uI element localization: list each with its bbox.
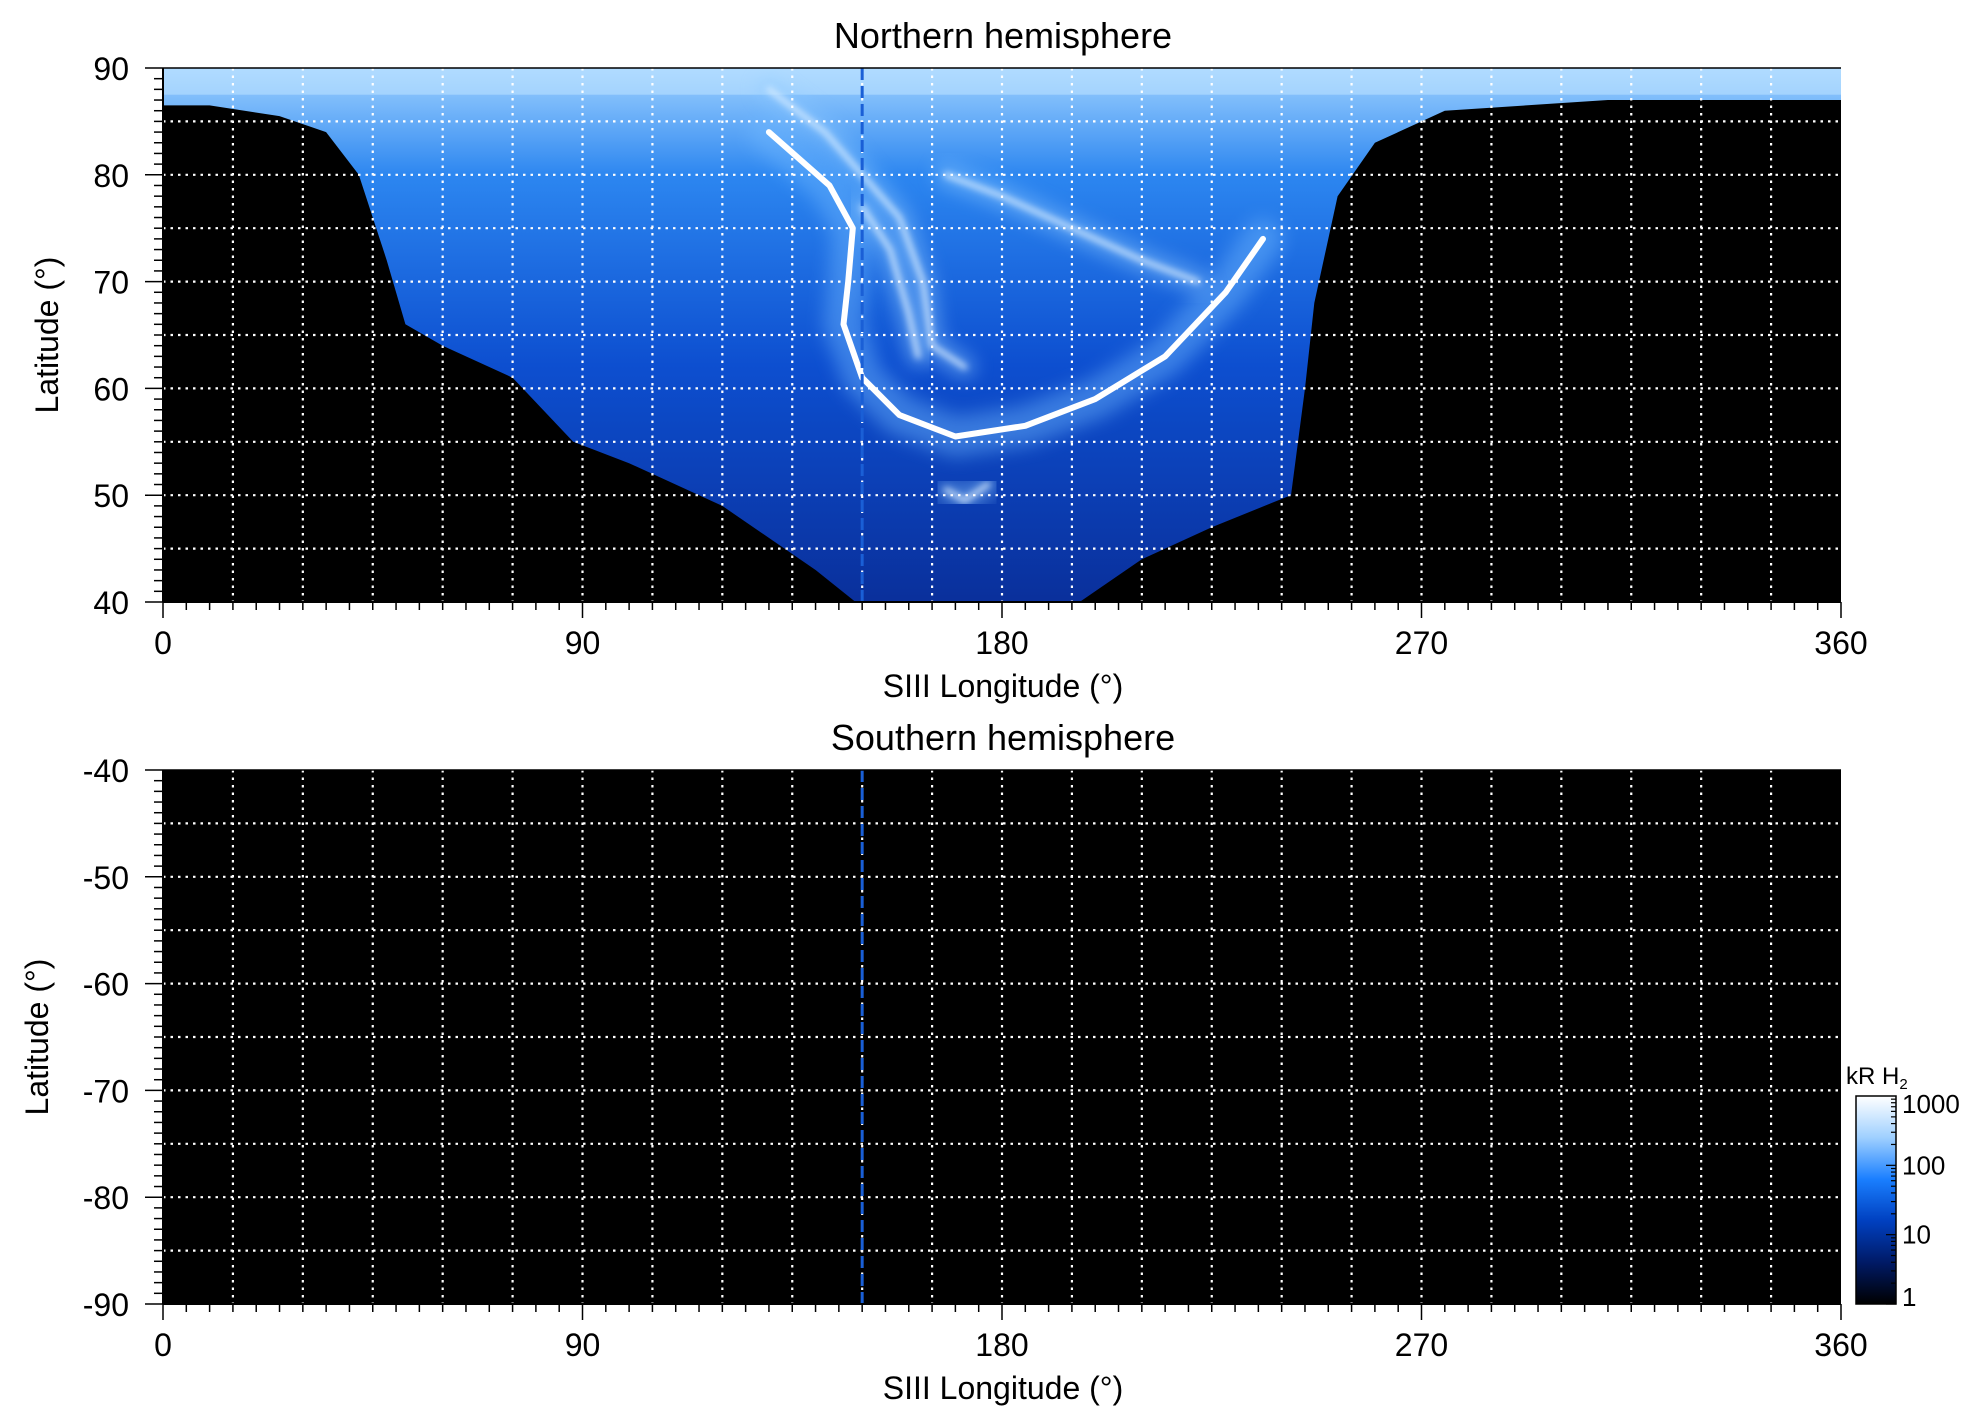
y-tick-label: 40 [93,585,129,621]
northern-panel: Northern hemisphere 40 50 60 70 80 90 0 90 180 27… [29,15,1868,704]
y-tick-label: -90 [83,1287,129,1323]
southern-x-axis-label: SIII Longitude (°) [883,1370,1123,1406]
northern-axes: 40 50 60 70 80 90 0 90 180 270 360 [93,51,1867,661]
x-tick-label: 180 [975,1327,1028,1363]
colorbar-tick-label: 100 [1902,1150,1945,1180]
x-tick-label: 270 [1395,625,1448,661]
x-tick-label: 0 [154,1327,172,1363]
southern-grid [163,770,1841,1304]
northern-grid [163,68,1841,602]
bright-arc [943,482,991,504]
northern-y-axis-label: Latitude (°) [29,257,65,414]
x-tick-label: 90 [565,625,601,661]
x-tick-label: 270 [1395,1327,1448,1363]
northern-x-axis-label: SIII Longitude (°) [883,668,1123,704]
polar-cap-band [163,68,1841,95]
colorbar-tick-label: 10 [1902,1220,1931,1250]
x-tick-label: 90 [565,1327,601,1363]
x-tick-label: 0 [154,625,172,661]
colorbar-unit-subscript: 2 [1899,1076,1907,1093]
x-tick-label: 360 [1814,1327,1867,1363]
observed-emission-region [163,68,1841,602]
southern-y-axis-label: Latitude (°) [19,959,55,1116]
y-tick-label: 60 [93,371,129,407]
southern-panel-title: Southern hemisphere [831,717,1175,758]
y-tick-label: -60 [83,967,129,1003]
colorbar-ticks: 1 10 100 1000 [1886,1089,1960,1312]
y-tick-label: -80 [83,1180,129,1216]
southern-panel: Southern hemisphere -90 -80 -70 -60 -50 -40 0 9… [19,717,1868,1406]
southern-axes: -90 -80 -70 -60 -50 -40 0 90 180 270 360 [83,753,1868,1363]
y-tick-label: -50 [83,860,129,896]
northern-panel-title: Northern hemisphere [834,15,1172,56]
x-tick-label: 360 [1814,625,1867,661]
x-tick-label: 180 [975,625,1028,661]
colorbar-unit-text: kR H [1846,1063,1899,1090]
y-tick-label: 70 [93,265,129,301]
colorbar-gradient [1855,1095,1897,1305]
main-auroral-oval [765,129,1266,440]
y-tick-label: -70 [83,1073,129,1109]
colorbar-unit-label: kR H2 [1846,1063,1908,1093]
colorbar: 1 10 100 1000 kR H2 [1846,1063,1960,1312]
y-tick-label: -40 [83,753,129,789]
colorbar-tick-label: 1000 [1902,1089,1960,1119]
y-tick-label: 90 [93,51,129,87]
y-tick-label: 50 [93,478,129,514]
colorbar-tick-label: 1 [1902,1282,1916,1312]
y-tick-label: 80 [93,158,129,194]
